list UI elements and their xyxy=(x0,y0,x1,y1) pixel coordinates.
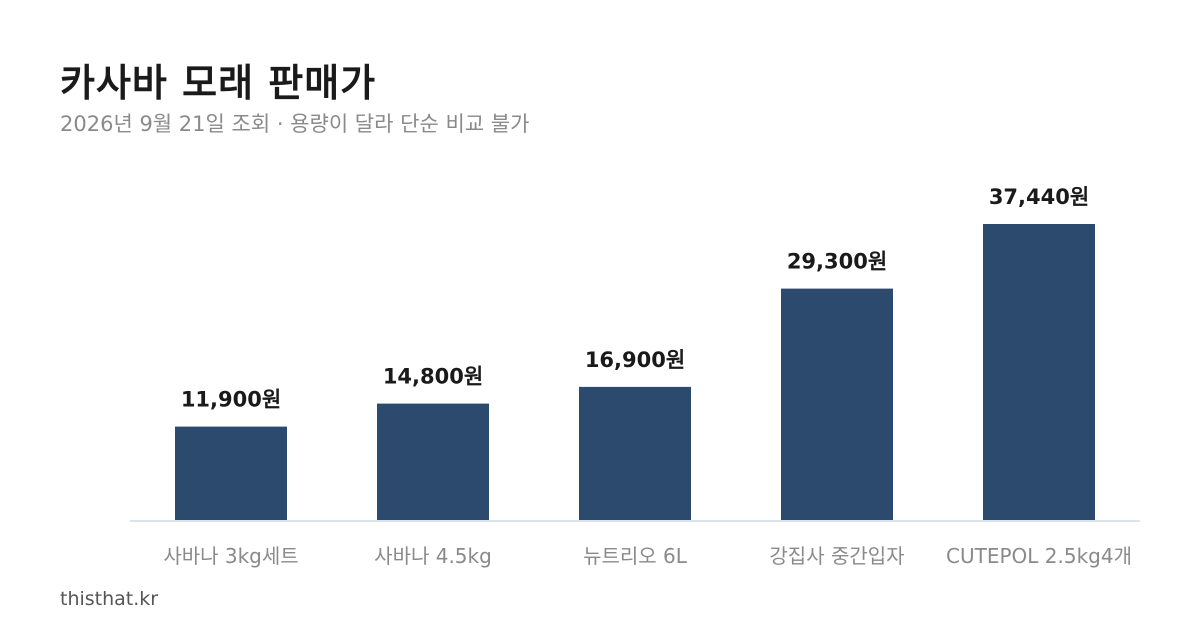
value-label: 11,900원 xyxy=(181,388,281,412)
category-label: CUTEPOL 2.5kg4개 xyxy=(946,544,1132,568)
source-label: thisthat.kr xyxy=(60,588,159,610)
bar xyxy=(781,288,893,521)
bar xyxy=(579,386,691,521)
chart-subtitle: 2026년 9월 21일 조회 · 용량이 달라 단순 비교 불가 xyxy=(60,112,530,136)
category-label: 강집사 중간입자 xyxy=(769,544,904,568)
value-label: 37,440원 xyxy=(989,185,1089,209)
category-label: 사바나 3kg세트 xyxy=(163,544,298,568)
bar xyxy=(377,403,489,521)
chart-title: 카사바 모래 판매가 xyxy=(60,61,377,105)
value-label: 29,300원 xyxy=(787,250,887,274)
bar xyxy=(175,426,287,521)
bar xyxy=(983,224,1095,521)
category-label: 사바나 4.5kg xyxy=(374,544,492,568)
category-label: 뉴트리오 6L xyxy=(583,544,688,568)
value-label: 14,800원 xyxy=(383,365,483,389)
bars-group xyxy=(175,224,1095,521)
value-label: 16,900원 xyxy=(585,348,685,372)
